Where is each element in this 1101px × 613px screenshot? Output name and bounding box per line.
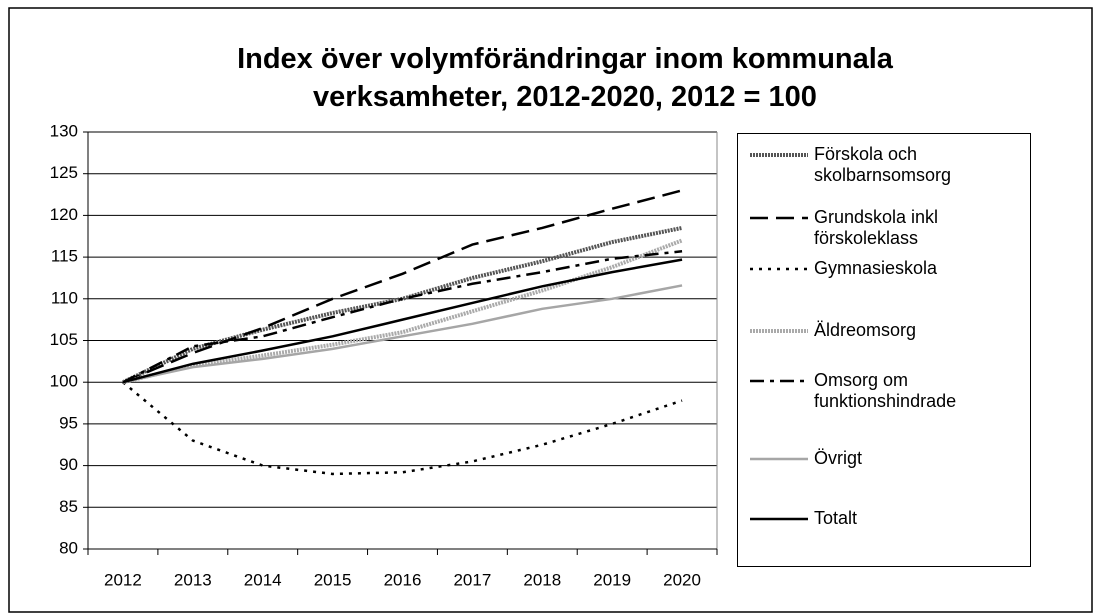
y-tick-label: 125 — [50, 163, 78, 182]
x-tick-label: 2015 — [314, 570, 352, 589]
legend-swatch — [750, 153, 808, 157]
legend-entry: Förskola och skolbarnsomsorg — [748, 144, 1009, 186]
series-line — [122, 225, 683, 385]
legend-swatch — [750, 267, 808, 271]
x-tick-label: 2019 — [593, 570, 631, 589]
y-tick-label: 120 — [50, 205, 78, 224]
x-tick-label: 2016 — [384, 570, 422, 589]
legend-swatch — [750, 517, 808, 521]
series-line — [122, 284, 683, 384]
y-tick-label: 95 — [59, 413, 78, 432]
x-tick-label: 2018 — [523, 570, 561, 589]
y-tick-label: 90 — [59, 455, 78, 474]
legend-entry: Gymnasieskola — [748, 258, 1009, 279]
series-line — [122, 258, 683, 384]
x-tick-label: 2012 — [104, 570, 142, 589]
legend-swatch — [750, 457, 808, 461]
y-tick-label: 110 — [51, 288, 78, 307]
legend-entry: Övrigt — [748, 448, 1009, 469]
legend-entry: Omsorg om funktionshindrade — [748, 370, 1009, 412]
legend-swatch — [750, 329, 808, 333]
legend-entry: Äldreomsorg — [748, 320, 1009, 341]
legend-label: Övrigt — [814, 448, 863, 468]
y-tick-label: 115 — [51, 247, 78, 266]
legend-label: Äldreomsorg — [814, 320, 917, 340]
legend-swatch — [750, 379, 808, 383]
x-tick-label: 2020 — [663, 570, 701, 589]
x-tick-label: 2013 — [174, 570, 212, 589]
y-tick-label: 80 — [59, 538, 78, 557]
y-tick-label: 130 — [50, 121, 78, 140]
legend-entry: Grundskola inkl förskoleklass — [748, 207, 1009, 249]
legend-entry: Totalt — [748, 508, 1009, 529]
y-tick-label: 85 — [59, 497, 78, 516]
legend-label: Totalt — [814, 508, 858, 528]
chart-title: Index över volymförändringar inom kommun… — [237, 43, 893, 113]
y-tick-label: 100 — [50, 372, 78, 391]
series-line — [122, 250, 683, 384]
x-tick-label: 2017 — [453, 570, 491, 589]
chart-frame — [8, 7, 1093, 613]
x-tick-label: 2014 — [244, 570, 282, 589]
series-line — [122, 189, 683, 384]
series-line — [122, 381, 683, 476]
legend-label: Grundskola inkl förskoleklass — [814, 207, 939, 248]
legend-label: Gymnasieskola — [814, 258, 938, 278]
y-tick-label: 105 — [50, 330, 78, 349]
legend: Förskola och skolbarnsomsorg Grundskola i… — [737, 133, 1031, 567]
legend-label: Förskola och skolbarnsomsorg — [814, 144, 952, 185]
legend-swatch — [750, 216, 808, 220]
legend-label: Omsorg om funktionshindrade — [814, 370, 957, 411]
